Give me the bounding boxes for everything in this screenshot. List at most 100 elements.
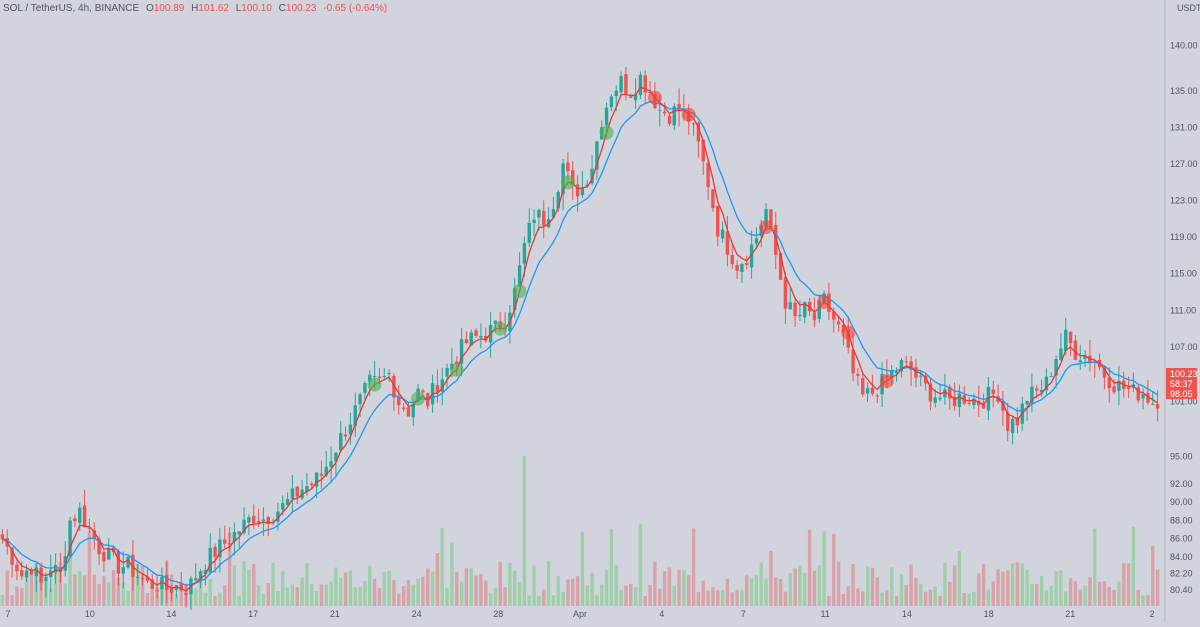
candle[interactable]	[875, 393, 879, 404]
candle[interactable]	[1010, 416, 1015, 445]
candle[interactable]	[914, 358, 918, 388]
candle[interactable]	[29, 567, 34, 575]
candle[interactable]	[87, 518, 92, 533]
candle[interactable]	[387, 369, 391, 382]
candle[interactable]	[909, 355, 913, 386]
candle[interactable]	[793, 297, 797, 327]
candle[interactable]	[551, 196, 556, 219]
candle[interactable]	[542, 200, 546, 238]
candle[interactable]	[643, 70, 647, 104]
candle[interactable]	[53, 553, 58, 584]
candle[interactable]	[532, 209, 536, 236]
candle[interactable]	[861, 372, 865, 397]
candle[interactable]	[194, 563, 198, 582]
candle[interactable]	[295, 485, 299, 505]
candle[interactable]	[633, 78, 638, 109]
candle[interactable]	[595, 140, 599, 180]
candle[interactable]	[82, 489, 87, 528]
candle[interactable]	[1151, 390, 1155, 406]
candle[interactable]	[136, 563, 140, 586]
candle[interactable]	[68, 516, 72, 558]
price-axis[interactable]: 140.00 135.00 131.00 127.00 123.00 119.00 115.…	[1170, 40, 1198, 594]
candle[interactable]	[208, 533, 212, 574]
candle[interactable]	[285, 492, 290, 506]
candle[interactable]	[1044, 368, 1049, 396]
candle[interactable]	[155, 575, 159, 599]
candle[interactable]	[126, 555, 130, 570]
candle[interactable]	[1030, 373, 1034, 413]
candle[interactable]	[662, 102, 667, 117]
candle[interactable]	[348, 412, 353, 445]
candle[interactable]	[851, 333, 855, 382]
candle[interactable]	[928, 377, 933, 411]
candle[interactable]	[803, 301, 807, 324]
candle[interactable]	[691, 122, 696, 137]
candle[interactable]	[609, 94, 614, 112]
candle[interactable]	[44, 572, 48, 598]
candle[interactable]	[464, 330, 469, 345]
candle[interactable]	[677, 88, 681, 127]
candle[interactable]	[991, 380, 995, 408]
candle[interactable]	[300, 479, 304, 501]
candle[interactable]	[145, 566, 150, 584]
candle[interactable]	[1059, 333, 1063, 361]
candle[interactable]	[15, 560, 19, 581]
candle[interactable]	[513, 277, 517, 318]
candle[interactable]	[92, 522, 96, 550]
candle[interactable]	[131, 540, 135, 591]
candle[interactable]	[1025, 400, 1029, 421]
candle[interactable]	[343, 426, 348, 441]
candle[interactable]	[952, 382, 957, 411]
candle[interactable]	[1006, 402, 1010, 442]
candle[interactable]	[1107, 367, 1111, 403]
candle[interactable]	[638, 71, 643, 100]
candle[interactable]	[725, 215, 730, 267]
candle[interactable]	[740, 262, 744, 284]
candle[interactable]	[324, 450, 328, 478]
candle[interactable]	[140, 574, 145, 586]
candle[interactable]	[445, 363, 449, 388]
candle[interactable]	[266, 515, 270, 537]
candle[interactable]	[1049, 372, 1053, 378]
candle[interactable]	[774, 211, 778, 270]
candle[interactable]	[334, 452, 338, 476]
candle[interactable]	[1088, 340, 1092, 372]
candle[interactable]	[397, 385, 401, 415]
candle[interactable]	[401, 403, 406, 413]
candle[interactable]	[745, 255, 749, 270]
candle[interactable]	[319, 460, 324, 489]
candle[interactable]	[290, 474, 295, 514]
candle[interactable]	[1102, 366, 1107, 390]
candle[interactable]	[580, 171, 585, 199]
candle[interactable]	[184, 583, 188, 608]
time-axis[interactable]: 7 10 14 17 21 24 28 Apr 4 7 11 14 18 21 2	[5, 609, 1154, 619]
candle[interactable]	[667, 112, 672, 127]
candle[interactable]	[619, 71, 623, 95]
candle[interactable]	[339, 420, 343, 453]
candle[interactable]	[160, 567, 164, 605]
candle[interactable]	[382, 367, 386, 379]
candle[interactable]	[121, 551, 125, 589]
candle[interactable]	[34, 563, 38, 592]
candle[interactable]	[1117, 365, 1121, 406]
candle[interactable]	[1141, 388, 1145, 410]
candle[interactable]	[575, 175, 580, 212]
candle[interactable]	[73, 514, 77, 527]
candle[interactable]	[1064, 317, 1068, 356]
candle[interactable]	[232, 522, 237, 556]
candle[interactable]	[1073, 335, 1078, 361]
candle[interactable]	[406, 402, 411, 417]
candle[interactable]	[783, 271, 788, 325]
candle[interactable]	[701, 139, 705, 176]
candle[interactable]	[730, 243, 734, 270]
candle[interactable]	[237, 530, 241, 550]
candle[interactable]	[0, 529, 5, 544]
candle[interactable]	[1001, 391, 1005, 426]
candle[interactable]	[706, 160, 710, 200]
candle[interactable]	[435, 369, 440, 403]
candle[interactable]	[353, 392, 357, 437]
candle[interactable]	[977, 385, 981, 418]
candle[interactable]	[754, 227, 759, 250]
